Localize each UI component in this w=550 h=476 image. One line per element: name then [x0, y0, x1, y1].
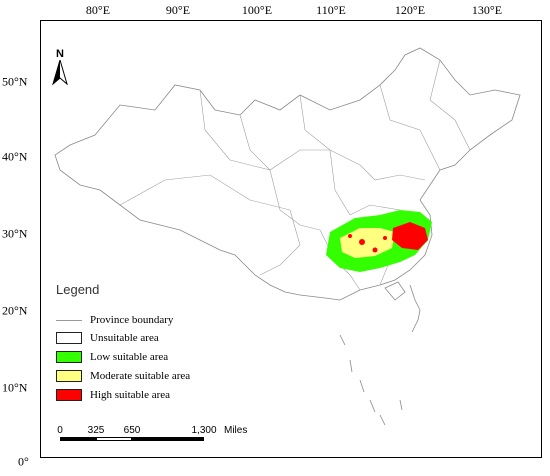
high-swatch — [56, 389, 82, 401]
province-boundary-swatch — [56, 319, 82, 321]
legend-item-unsuitable: Unsuitable area — [56, 332, 159, 344]
north-arrow-icon — [52, 58, 68, 86]
scale-unit: Miles — [224, 425, 248, 436]
scale-tick-325: 325 — [87, 425, 105, 436]
high-suitable-area — [348, 222, 428, 253]
scale-segment-3 — [132, 437, 204, 441]
south-sea-islands — [339, 281, 421, 426]
lat-tick-50: 50°N — [2, 74, 28, 89]
lon-tick-120: 120°E — [394, 3, 426, 17]
scale-tick-0: 0 — [57, 425, 63, 436]
legend-label: Unsuitable area — [90, 332, 159, 344]
moderate-suitable-area — [340, 228, 395, 258]
scale-segment-1 — [60, 437, 96, 441]
legend-item-low: Low suitable area — [56, 351, 168, 363]
lon-tick-90: 90°E — [165, 3, 191, 17]
lat-tick-30: 30°N — [2, 226, 28, 241]
north-arrow: N — [52, 48, 68, 89]
legend-title: Legend — [56, 282, 100, 297]
legend-item-province-boundary: Province boundary — [56, 314, 173, 326]
north-arrow-label: N — [56, 48, 64, 60]
unsuitable-swatch — [56, 332, 82, 344]
lon-tick-110: 110°E — [316, 3, 346, 17]
lon-tick-80: 80°E — [85, 3, 111, 17]
legend-label: Province boundary — [90, 314, 174, 326]
legend-label: High suitable area — [90, 389, 171, 401]
lat-tick-40: 40°N — [2, 149, 28, 164]
legend-label: Low suitable area — [90, 351, 169, 363]
scale-segment-2 — [96, 437, 132, 441]
legend-item-moderate: Moderate suitable area — [56, 370, 190, 382]
lon-tick-130: 130°E — [471, 3, 503, 17]
lon-tick-100: 100°E — [241, 3, 273, 17]
country-outline — [54, 47, 521, 301]
legend-label: Moderate suitable area — [90, 370, 191, 382]
scale-tick-650: 650 — [123, 425, 141, 436]
moderate-swatch — [56, 370, 82, 382]
lat-tick-10: 10°N — [2, 380, 28, 395]
low-swatch — [56, 351, 82, 363]
lat-tick-0: 0° — [18, 454, 29, 469]
legend-item-high: High suitable area — [56, 389, 170, 401]
scale-tick-1300: 1,300 — [191, 425, 217, 436]
lat-tick-20: 20°N — [2, 303, 28, 318]
